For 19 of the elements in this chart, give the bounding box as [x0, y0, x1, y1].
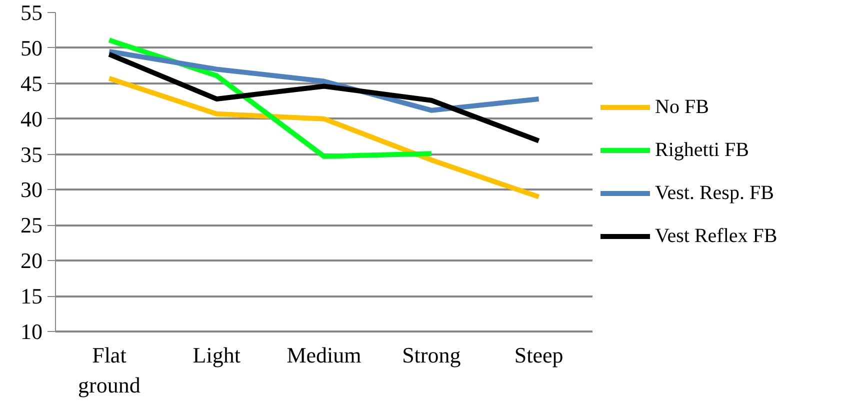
y-tick-label: 20 [20, 248, 42, 274]
y-tick-label: 15 [20, 284, 42, 309]
y-tick-label: 45 [20, 70, 42, 96]
x-tick-label: Steep [514, 342, 564, 368]
legend-label: No FB [655, 96, 709, 118]
y-tick-label: 50 [20, 35, 42, 60]
y-tick-label: 40 [20, 106, 42, 132]
x-tick-label: Light [192, 342, 240, 368]
y-tick-label: 30 [20, 177, 42, 202]
x-tick-label: Strong [402, 342, 461, 368]
x-tick-label: Flat ground [78, 342, 140, 398]
legend-label: Vest Reflex FB [655, 224, 778, 248]
y-tick-label: 55 [20, 0, 42, 25]
y-tick-label: 25 [20, 212, 42, 238]
legend-label: Vest. Resp. FB [655, 182, 774, 204]
y-tick-label: 35 [20, 142, 42, 167]
legend-label: Righetti FB [655, 138, 749, 162]
x-tick-label: Medium [286, 342, 362, 368]
y-tick-label: 10 [20, 319, 42, 344]
